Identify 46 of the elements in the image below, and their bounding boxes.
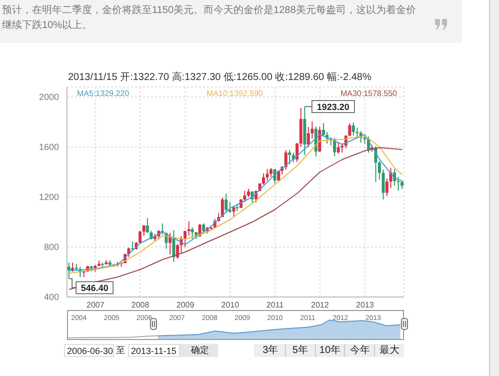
x-tick-label: 2008 [131, 300, 150, 310]
x-tick-label: 2007 [86, 300, 105, 310]
text: 3年 [262, 344, 280, 357]
text: MA5:1329.220 [77, 89, 130, 98]
candlestick [232, 206, 236, 217]
text: 5年 [284, 344, 315, 357]
x-tick-label: 2012 [311, 300, 330, 310]
x-tick-label: 2011 [266, 300, 284, 310]
x-tick-label: 2013 [356, 300, 374, 310]
candlestick [224, 193, 228, 214]
candlestick [336, 142, 340, 154]
annotation: 1923.20 [316, 102, 350, 112]
text: 预计，在明年二季度，金价将跌至1150美元。而今天的金价是1288美元每盎司，这以为着金价 [2, 4, 416, 17]
y-tick-label: 1600 [38, 142, 59, 152]
candlestick [184, 230, 187, 248]
text: 10年 [314, 344, 344, 357]
text: 今年 [344, 344, 374, 357]
y-tick-label: 800 [44, 242, 59, 252]
text: 确定 [180, 344, 218, 357]
candlestick [340, 142, 344, 154]
annotation: 546.40 [80, 283, 108, 294]
y-tick-label: 2000 [38, 92, 59, 102]
text: 2013-11-15 [128, 344, 180, 357]
x-tick-label: 2009 [176, 300, 195, 310]
candlestick [266, 168, 269, 182]
candlestick [67, 262, 70, 280]
text: MA10:1392.590 [206, 89, 264, 98]
candlestick [142, 224, 146, 236]
candlestick [190, 226, 194, 240]
y-tick-label: 1200 [38, 192, 59, 202]
y-tick-label: 400 [44, 292, 59, 302]
candlestick [168, 232, 172, 255]
x-tick-label: 2010 [221, 300, 240, 310]
text: 最大 [374, 344, 404, 357]
candlestick [352, 122, 355, 136]
candlestick [296, 142, 299, 162]
line-series [68, 147, 403, 290]
chart-title: 2013/11/15 开:1322.70 高:1327.30 低:1265.00 收:1289.60 幅:-2.48% [68, 70, 372, 84]
candlestick [284, 150, 288, 170]
text: 2006-06-30 [64, 344, 114, 357]
candlestick [202, 222, 206, 234]
candlestick [138, 230, 142, 244]
text: 至 [116, 344, 125, 357]
text: MA30:1578.550 [340, 89, 397, 98]
candlestick [288, 149, 292, 165]
text: 继续下跌10%以上。 [2, 18, 92, 32]
